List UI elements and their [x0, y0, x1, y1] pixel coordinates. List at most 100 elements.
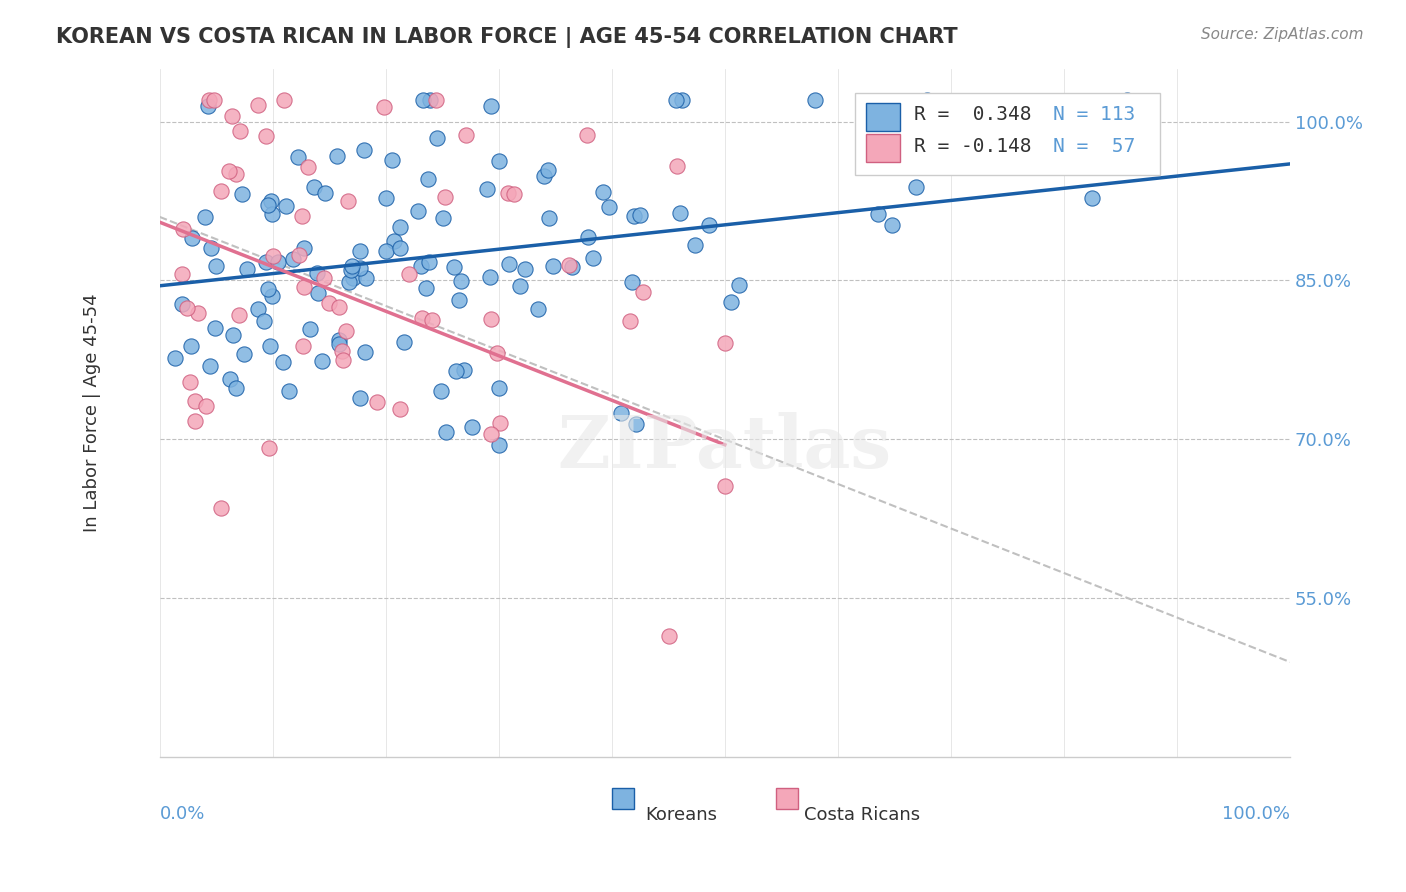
Point — [488, 381, 510, 395]
Point — [354, 344, 377, 359]
Point — [513, 262, 536, 277]
Point — [450, 274, 472, 288]
Point — [382, 235, 405, 249]
Point — [533, 169, 555, 183]
Point — [658, 629, 681, 643]
Point — [225, 167, 247, 181]
Point — [434, 425, 457, 440]
Point — [180, 339, 202, 353]
Point — [449, 293, 471, 307]
Point — [262, 249, 284, 263]
Text: KOREAN VS COSTA RICAN IN LABOR FORCE | AGE 45-54 CORRELATION CHART: KOREAN VS COSTA RICAN IN LABOR FORCE | A… — [56, 27, 957, 48]
Point — [246, 98, 269, 112]
Point — [543, 259, 565, 273]
Point — [287, 150, 309, 164]
Point — [349, 260, 371, 275]
Point — [461, 419, 484, 434]
Point — [502, 186, 524, 201]
Point — [180, 230, 202, 244]
Point — [198, 359, 221, 373]
Point — [204, 259, 226, 273]
Point — [266, 255, 288, 269]
Point — [197, 93, 219, 107]
Text: R = -0.148: R = -0.148 — [914, 136, 1031, 156]
Point — [328, 337, 350, 351]
Point — [475, 181, 498, 195]
Point — [328, 333, 350, 347]
Point — [209, 500, 232, 515]
Text: In Labor Force | Age 45-54: In Labor Force | Age 45-54 — [83, 293, 101, 533]
Point — [184, 413, 207, 427]
Point — [425, 93, 447, 107]
Point — [561, 260, 583, 274]
Point — [254, 255, 277, 269]
Text: ZIPatlas: ZIPatlas — [558, 412, 891, 483]
Point — [326, 149, 349, 163]
Point — [727, 278, 749, 293]
Point — [218, 164, 240, 178]
Text: Koreans: Koreans — [645, 805, 717, 823]
Point — [311, 354, 333, 368]
Point — [488, 438, 510, 452]
Point — [720, 294, 742, 309]
Point — [278, 384, 301, 398]
Point — [257, 282, 280, 296]
Point — [179, 375, 201, 389]
Point — [481, 312, 503, 326]
Point — [233, 347, 256, 361]
Point — [375, 244, 398, 259]
Point — [683, 238, 706, 252]
Point — [592, 185, 614, 199]
Point — [221, 109, 243, 123]
Point — [671, 93, 693, 107]
Point — [314, 186, 336, 200]
Point — [868, 207, 890, 221]
Point — [576, 128, 599, 143]
Point — [412, 93, 434, 107]
Point — [297, 160, 319, 174]
Point — [434, 190, 457, 204]
Point — [328, 300, 350, 314]
Point — [415, 281, 437, 295]
Point — [292, 280, 315, 294]
Point — [194, 210, 217, 224]
Point — [172, 221, 194, 235]
Point — [880, 218, 903, 232]
Point — [262, 288, 284, 302]
Text: N = 113: N = 113 — [1053, 105, 1135, 124]
Point — [527, 301, 550, 316]
Point — [697, 218, 720, 232]
Point — [165, 351, 187, 365]
Point — [1081, 190, 1104, 204]
Point — [228, 124, 250, 138]
Point — [340, 259, 363, 273]
Point — [176, 301, 198, 316]
Text: 100.0%: 100.0% — [1222, 805, 1291, 823]
Point — [498, 257, 520, 271]
Point — [202, 93, 225, 107]
Text: R =  0.348: R = 0.348 — [914, 105, 1031, 124]
Bar — [612, 789, 634, 809]
Point — [486, 346, 509, 360]
Bar — [866, 134, 900, 161]
Point — [228, 308, 250, 322]
Point — [388, 219, 411, 234]
Point — [409, 260, 432, 274]
Point — [219, 372, 242, 386]
Point — [187, 305, 209, 319]
Point — [381, 153, 404, 168]
Point — [904, 179, 927, 194]
Point — [260, 194, 283, 208]
Point — [257, 442, 280, 456]
Point — [253, 314, 276, 328]
Text: N =  57: N = 57 — [1053, 136, 1135, 156]
FancyBboxPatch shape — [855, 93, 1160, 176]
Point — [373, 100, 395, 114]
Text: 0.0%: 0.0% — [160, 805, 205, 823]
Point — [398, 267, 420, 281]
Point — [307, 285, 329, 300]
Text: Source: ZipAtlas.com: Source: ZipAtlas.com — [1201, 27, 1364, 42]
Point — [260, 207, 283, 221]
Point — [558, 258, 581, 272]
Point — [366, 395, 388, 409]
